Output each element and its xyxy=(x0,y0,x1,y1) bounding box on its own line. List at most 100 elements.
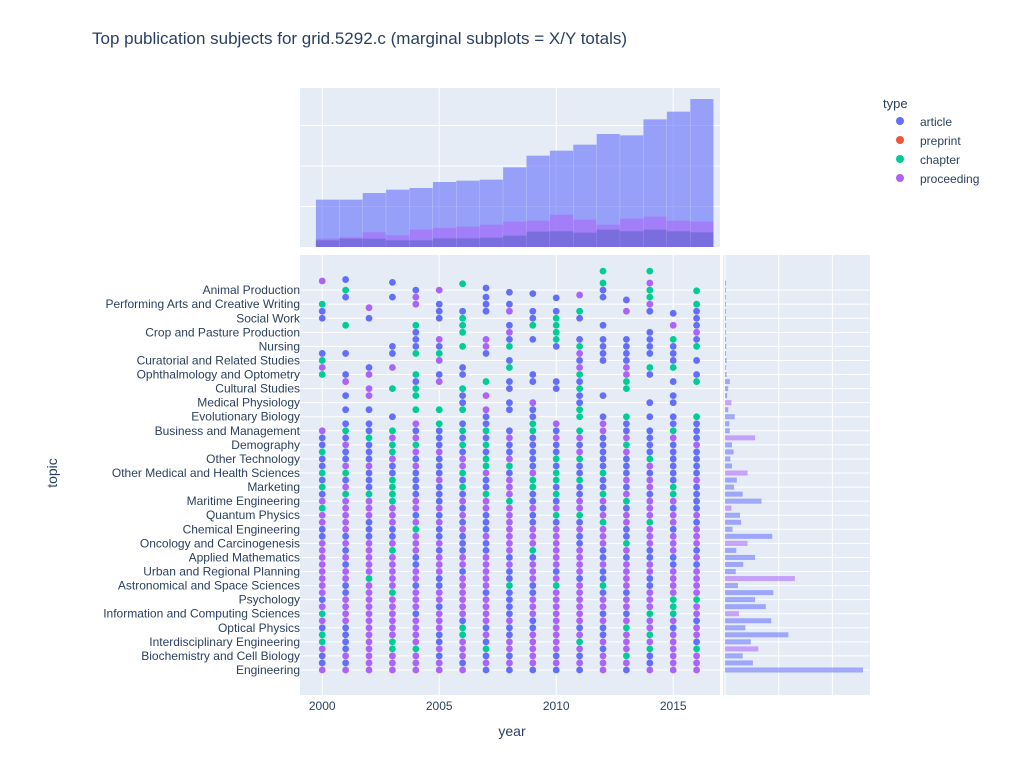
scatter-point xyxy=(693,321,701,329)
legend-item-preprint[interactable]: preprint xyxy=(896,134,961,148)
scatter-point xyxy=(412,666,420,674)
scatter-point xyxy=(576,399,584,407)
scatter-point xyxy=(552,328,560,336)
legend: type article preprint chapter proceeding xyxy=(883,96,979,186)
scatter-point xyxy=(435,532,443,540)
scatter-point xyxy=(529,617,537,625)
scatter-point xyxy=(599,589,607,597)
scatter-point xyxy=(318,277,326,285)
scatter-point xyxy=(576,314,584,322)
scatter-point xyxy=(389,448,396,456)
scatter-point xyxy=(318,547,326,554)
scatter-point xyxy=(599,441,607,449)
scatter-point xyxy=(506,300,513,308)
scatter-point xyxy=(482,427,490,435)
scatter-point xyxy=(365,476,373,484)
scatter-point xyxy=(669,596,677,604)
scatter-point xyxy=(412,328,420,336)
right-histogram-bar xyxy=(725,428,730,434)
scatter-point xyxy=(646,525,654,533)
scatter-point xyxy=(459,392,467,400)
scatter-point xyxy=(529,476,537,484)
scatter-point xyxy=(365,624,373,632)
scatter-point xyxy=(506,328,513,336)
scatter-point xyxy=(646,364,654,371)
scatter-point xyxy=(599,286,607,294)
scatter-point xyxy=(599,638,607,646)
scatter-point xyxy=(435,342,443,350)
legend-item-article[interactable]: article xyxy=(896,115,952,129)
scatter-point xyxy=(365,652,373,660)
scatter-point xyxy=(318,476,326,484)
scatter-point xyxy=(693,518,701,526)
right-histogram-bar xyxy=(725,540,748,546)
legend-item-chapter[interactable]: chapter xyxy=(896,153,960,167)
scatter-point xyxy=(623,483,630,491)
scatter-point xyxy=(529,638,537,646)
x-tick-label: 2010 xyxy=(543,699,570,713)
scatter-point xyxy=(435,406,443,414)
scatter-point xyxy=(389,462,396,470)
scatter-point xyxy=(342,652,350,660)
scatter-point xyxy=(529,420,537,428)
top-histogram-bar-article xyxy=(666,111,691,247)
scatter-point xyxy=(669,568,677,575)
scatter-point xyxy=(693,511,701,519)
scatter-point xyxy=(669,342,677,350)
scatter-point xyxy=(482,539,490,547)
scatter-point xyxy=(506,511,513,519)
right-histogram-bar xyxy=(725,533,773,539)
scatter-point xyxy=(459,342,467,350)
scatter-point xyxy=(669,364,677,371)
scatter-point xyxy=(576,504,584,512)
scatter-point xyxy=(506,631,513,639)
right-histogram-bar xyxy=(725,379,730,385)
scatter-point xyxy=(623,511,630,519)
scatter-point xyxy=(389,603,396,611)
scatter-point xyxy=(318,511,326,519)
scatter-point xyxy=(389,645,396,653)
scatter-point xyxy=(576,371,584,378)
scatter-point xyxy=(599,293,607,301)
scatter-point xyxy=(412,547,420,554)
right-histogram-bar xyxy=(725,491,743,497)
scatter-point xyxy=(506,589,513,597)
scatter-point xyxy=(552,666,560,674)
scatter-point xyxy=(365,434,373,442)
scatter-point xyxy=(318,518,326,526)
scatter-point xyxy=(529,462,537,470)
scatter-point xyxy=(435,335,443,343)
scatter-point xyxy=(599,568,607,575)
scatter-point xyxy=(693,378,701,385)
scatter-point xyxy=(646,645,654,653)
right-histogram-bar xyxy=(725,463,732,469)
scatter-point xyxy=(576,357,584,364)
scatter-point xyxy=(435,568,443,575)
scatter-point xyxy=(342,610,350,618)
scatter-point xyxy=(599,357,607,364)
scatter-point xyxy=(693,582,701,589)
scatter-point xyxy=(669,420,677,428)
scatter-point xyxy=(576,385,584,392)
scatter-point xyxy=(599,427,607,435)
scatter-point xyxy=(529,434,537,442)
scatter-point xyxy=(482,554,490,561)
scatter-point xyxy=(623,659,630,667)
scatter-point xyxy=(552,582,560,589)
scatter-point xyxy=(552,617,560,625)
scatter-point xyxy=(365,547,373,554)
scatter-point xyxy=(365,554,373,561)
scatter-point xyxy=(623,455,630,463)
scatter-point xyxy=(459,321,467,329)
scatter-point xyxy=(576,547,584,554)
scatter-point xyxy=(435,603,443,611)
top-histogram-bar-chapter xyxy=(432,238,457,247)
scatter-point xyxy=(529,371,537,378)
legend-item-proceeding[interactable]: proceeding xyxy=(896,172,979,186)
right-histogram-bar xyxy=(725,576,795,582)
scatter-point xyxy=(342,455,350,463)
scatter-point xyxy=(576,406,584,414)
right-histogram-bar xyxy=(725,611,739,617)
scatter-point xyxy=(529,497,537,505)
right-histogram-bar xyxy=(725,512,741,518)
